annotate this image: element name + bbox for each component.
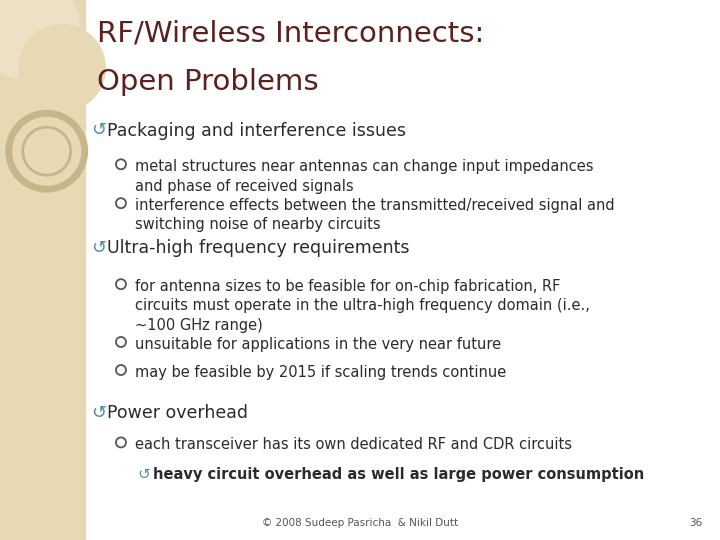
Circle shape [18, 24, 106, 112]
Text: 36: 36 [689, 518, 702, 528]
Text: unsuitable for applications in the very near future: unsuitable for applications in the very … [135, 337, 501, 352]
Text: heavy circuit overhead as well as large power consumption: heavy circuit overhead as well as large … [153, 467, 644, 482]
Text: Packaging and interference issues: Packaging and interference issues [107, 122, 406, 139]
Text: ↺: ↺ [91, 239, 106, 256]
Text: Power overhead: Power overhead [107, 404, 248, 422]
Text: metal structures near antennas can change input impedances
and phase of received: metal structures near antennas can chang… [135, 159, 593, 193]
Text: for antenna sizes to be feasible for on-chip fabrication, RF
circuits must opera: for antenna sizes to be feasible for on-… [135, 279, 590, 333]
Text: interference effects between the transmitted/received signal and
switching noise: interference effects between the transmi… [135, 198, 615, 232]
Text: each transceiver has its own dedicated RF and CDR circuits: each transceiver has its own dedicated R… [135, 437, 572, 453]
Text: Ultra-high frequency requirements: Ultra-high frequency requirements [107, 239, 410, 256]
Text: ↺: ↺ [91, 404, 106, 422]
Text: ↺: ↺ [137, 467, 150, 482]
Text: © 2008 Sudeep Pasricha  & Nikil Dutt: © 2008 Sudeep Pasricha & Nikil Dutt [262, 518, 458, 528]
Circle shape [0, 0, 80, 80]
Bar [0, 0, 85, 540]
Circle shape [23, 127, 71, 175]
Text: RF/Wireless Interconnects:: RF/Wireless Interconnects: [97, 20, 485, 48]
Text: may be feasible by 2015 if scaling trends continue: may be feasible by 2015 if scaling trend… [135, 365, 506, 380]
Text: ↺: ↺ [91, 122, 106, 139]
Text: Open Problems: Open Problems [97, 68, 318, 96]
